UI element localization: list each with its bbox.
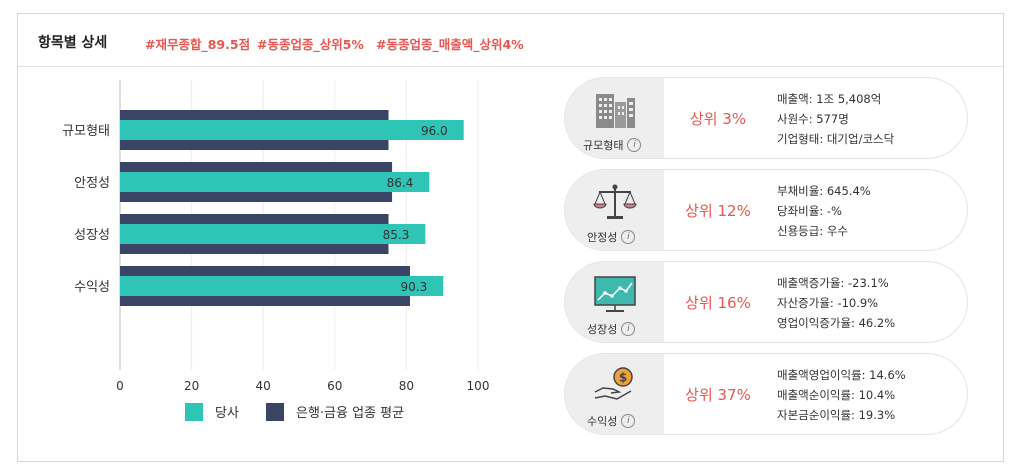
card-growth-metrics: 매출액증가율: -23.1% 자산증가율: -10.9% 영업이익증가율: 46…	[777, 273, 895, 333]
card-profitability-rank: 상위 37%	[685, 385, 751, 404]
info-icon[interactable]: i	[621, 322, 636, 336]
metric-operating-margin: 매출액영업이익률: 14.6%	[777, 368, 906, 382]
metric-employees: 사원수: 577명	[777, 112, 849, 126]
bar-data-label: 85.3	[383, 228, 410, 242]
bar-data-label: 96.0	[421, 124, 448, 138]
company-bar[interactable]	[120, 172, 430, 192]
card-scale-metrics: 매출액: 1조 5,408억 사원수: 577명 기업형태: 대기업/코스닥	[777, 89, 894, 149]
tag-industry-rank[interactable]: #동종업종_상위5%	[257, 37, 364, 52]
metric-company-type: 기업형태: 대기업/코스닥	[777, 132, 895, 146]
card-scale: 규모형태 i 상위 3% 매출액: 1조 5,408억 사원수: 577명 기업…	[564, 77, 968, 159]
card-profitability: $ 수익성 i 상위 37% 매출액영업이익률: 14.6% 매출액순이익률: …	[564, 353, 968, 435]
bar-chart: 0 20 40 60 80 100 96.0 규모형태 86.4 안정성 85.3 성장성 90.3 수익…	[20, 70, 540, 445]
panel-title: 항목별 상세	[38, 35, 108, 51]
card-stability: 안정성 i 상위 12% 부채비율: 645.4% 당좌비율: -% 신용등급:…	[564, 169, 968, 251]
growth-chart-icon	[594, 276, 636, 312]
card-profitability-label-wrap: 수익성 i	[587, 413, 636, 429]
industry-bar[interactable]	[120, 192, 393, 202]
industry-bar[interactable]	[120, 266, 410, 276]
company-bar[interactable]	[120, 224, 426, 244]
x-tick-label: 80	[399, 379, 414, 393]
metric-return-on-capital: 자본금순이익률: 19.3%	[777, 408, 896, 422]
metric-sales: 매출액: 1조 5,408억	[777, 92, 882, 106]
industry-bar[interactable]	[120, 162, 393, 172]
card-growth-label-wrap: 성장성 i	[587, 321, 636, 337]
industry-bar[interactable]	[120, 244, 389, 254]
card-stability-metrics: 부채비율: 645.4% 당좌비율: -% 신용등급: 우수	[777, 181, 871, 241]
card-growth-icon-area: 성장성 i	[565, 262, 664, 342]
metric-quick-ratio: 당좌비율: -%	[777, 204, 842, 218]
card-growth-label: 성장성	[587, 323, 618, 336]
info-icon[interactable]: i	[627, 138, 642, 152]
x-tick-label: 0	[116, 379, 124, 393]
card-stability-label-wrap: 안정성 i	[587, 229, 636, 245]
scale-icon	[593, 184, 637, 219]
metric-net-margin: 매출액순이익률: 10.4%	[777, 388, 896, 402]
card-scale-icon-area: 규모형태 i	[565, 78, 664, 158]
card-scale-label: 규모형태	[583, 139, 624, 152]
card-growth: 성장성 i 상위 16% 매출액증가율: -23.1% 자산증가율: -10.9…	[564, 261, 968, 343]
x-tick-label: 40	[256, 379, 271, 393]
legend-swatch-industry	[266, 402, 284, 421]
industry-bar[interactable]	[120, 140, 389, 150]
coin-hand-icon: $	[594, 367, 633, 400]
card-scale-label-wrap: 규모형태 i	[583, 137, 642, 153]
legend-label-industry: 은행·금융 업종 평균	[296, 406, 405, 421]
svg-text:$: $	[619, 371, 627, 385]
card-scale-rank: 상위 3%	[689, 109, 747, 128]
industry-bar[interactable]	[120, 214, 389, 224]
legend-swatch-company	[185, 402, 203, 421]
card-profitability-label: 수익성	[587, 415, 618, 428]
y-category-label: 안정성	[74, 176, 110, 191]
bar-chart-svg: 0 20 40 60 80 100 96.0 규모형태 86.4 안정성 85.3 성장성 90.3 수익…	[62, 80, 490, 393]
company-bar[interactable]	[120, 276, 444, 296]
metric-sales-growth: 매출액증가율: -23.1%	[777, 276, 889, 290]
info-icon[interactable]: i	[621, 230, 636, 244]
legend-item-company[interactable]: 당사	[185, 402, 239, 421]
card-stability-icon-area: 안정성 i	[565, 170, 664, 250]
card-profitability-metrics: 매출액영업이익률: 14.6% 매출액순이익률: 10.4% 자본금순이익률: …	[777, 365, 906, 425]
card-profitability-icon-area: $ 수익성 i	[565, 354, 664, 434]
company-bar[interactable]	[120, 120, 464, 140]
y-category-label: 규모형태	[62, 124, 110, 139]
building-icon	[596, 94, 635, 128]
industry-bar[interactable]	[120, 110, 389, 120]
bar-data-label: 90.3	[401, 280, 428, 294]
y-category-label: 성장성	[74, 228, 110, 243]
legend-label-company: 당사	[215, 406, 239, 421]
x-tick-label: 100	[467, 379, 490, 393]
industry-bar[interactable]	[120, 296, 410, 306]
x-tick-label: 20	[184, 379, 199, 393]
metric-credit-rating: 신용등급: 우수	[777, 224, 849, 238]
panel-header: 항목별 상세 #재무종합_89.5점 #동종업종_상위5% #동종업종_매출액_…	[18, 14, 1003, 67]
metric-asset-growth: 자산증가율: -10.9%	[777, 296, 879, 310]
legend-item-industry[interactable]: 은행·금융 업종 평균	[266, 402, 404, 421]
card-stability-label: 안정성	[587, 231, 618, 244]
card-stability-rank: 상위 12%	[685, 201, 751, 220]
metric-debt-ratio: 부채비율: 645.4%	[777, 184, 871, 198]
info-icon[interactable]: i	[621, 414, 636, 428]
bar-data-label: 86.4	[387, 176, 414, 190]
x-tick-label: 60	[327, 379, 342, 393]
tag-industry-sales-rank[interactable]: #동종업종_매출액_상위4%	[376, 37, 524, 52]
metric-operating-profit-growth: 영업이익증가율: 46.2%	[777, 316, 896, 330]
y-category-label: 수익성	[74, 280, 110, 295]
card-growth-rank: 상위 16%	[685, 293, 751, 312]
tag-total-score[interactable]: #재무종합_89.5점	[145, 37, 251, 52]
